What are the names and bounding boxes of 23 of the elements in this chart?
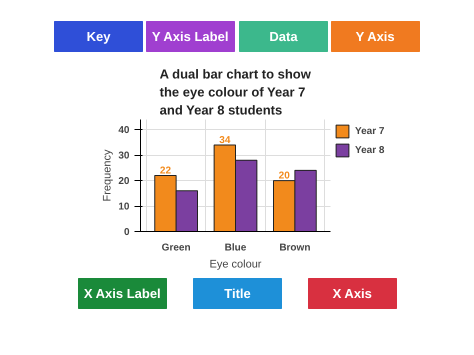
text: X Axis	[332, 286, 372, 301]
y-tick-label: 0	[124, 227, 130, 238]
legend-label: Year 7	[355, 126, 384, 136]
legend-label: Year 8	[355, 144, 384, 156]
text: Y Axis Label	[152, 29, 228, 44]
text: Y Axis	[356, 29, 395, 44]
text: Key	[86, 29, 112, 44]
text: X Axis Label	[84, 286, 161, 301]
y-tick-label: 30	[118, 150, 130, 162]
x-tick-label: Green	[162, 242, 191, 254]
x-tick-label: Blue	[224, 242, 247, 254]
y-axis-title: Frequency	[101, 149, 114, 202]
y-tick-label: 40	[118, 125, 130, 136]
data-label: 22	[160, 166, 172, 176]
y-tick-label: 20	[118, 176, 130, 188]
text: Data	[269, 29, 298, 44]
x-tick-label: Brown	[279, 242, 310, 254]
chart-title: A dual bar chart to show the eye colour of Year 7 and Year 8 students	[160, 66, 312, 118]
text: Title	[224, 286, 251, 301]
y-tick-label: 10	[118, 202, 130, 213]
x-axis-title: Eye colour	[210, 258, 262, 270]
data-label: 20	[278, 170, 290, 182]
data-label: 34	[219, 134, 231, 146]
